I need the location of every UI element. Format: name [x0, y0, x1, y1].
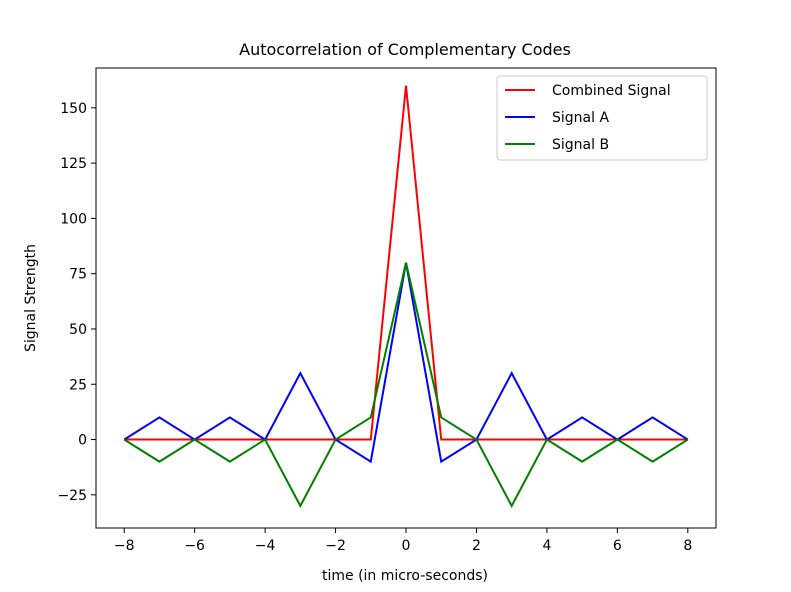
x-tick-label: −4 [255, 538, 276, 554]
legend-label-0: Combined Signal [552, 83, 671, 99]
y-tick-label: −25 [57, 488, 87, 504]
y-tick-label: 125 [60, 156, 87, 172]
y-tick-label: 25 [69, 377, 87, 393]
x-tick-label: −8 [114, 538, 135, 554]
x-tick-label: 6 [613, 538, 622, 554]
x-tick-label: 2 [472, 538, 481, 554]
y-tick-label: 50 [69, 322, 87, 338]
x-tick-label: 0 [402, 538, 411, 554]
series-layer [123, 85, 689, 509]
x-tick-label: −6 [184, 538, 205, 554]
series-line-2 [123, 262, 689, 509]
x-axis: −8 −6 −4 −2 0 2 4 6 8 [114, 528, 692, 554]
x-tick-label: −2 [325, 538, 346, 554]
x-tick-label: 4 [542, 538, 551, 554]
y-tick-label: 150 [60, 101, 87, 117]
x-tick-label: 8 [683, 538, 692, 554]
legend-box [496, 75, 708, 161]
legend-label-1: Signal A [552, 110, 609, 126]
x-axis-label: time (in micro-seconds) [322, 568, 488, 584]
y-axis-label: Signal Strength [23, 244, 39, 352]
chart-title: Autocorrelation of Complementary Codes [239, 40, 571, 59]
legend: Combined Signal Signal A Signal B [496, 75, 708, 161]
series-line-0 [124, 85, 688, 441]
y-tick-label: 75 [69, 267, 87, 283]
y-axis: −25 0 25 50 75 100 125 150 [57, 101, 96, 504]
legend-label-2: Signal B [552, 137, 609, 153]
y-tick-label: 100 [60, 211, 87, 227]
y-tick-label: 0 [78, 433, 87, 449]
